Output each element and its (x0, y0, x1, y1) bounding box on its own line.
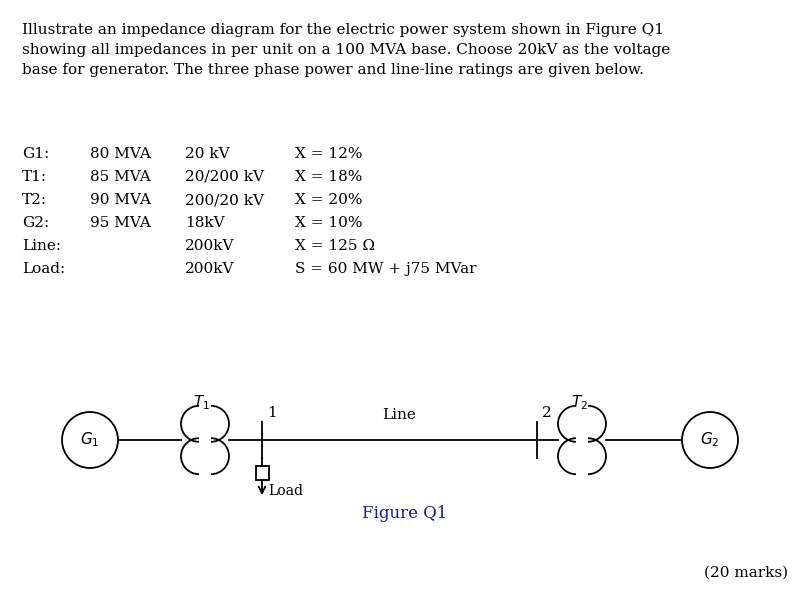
Text: X = 125 Ω: X = 125 Ω (295, 239, 375, 253)
Text: 200/20 kV: 200/20 kV (185, 193, 264, 207)
Text: S = 60 MW + j75 MVar: S = 60 MW + j75 MVar (295, 262, 477, 276)
Text: (20 marks): (20 marks) (704, 566, 788, 580)
Text: T2:: T2: (22, 193, 47, 207)
Text: $T_1$: $T_1$ (194, 393, 211, 412)
Text: 95 MVA: 95 MVA (90, 216, 151, 230)
Text: 20 kV: 20 kV (185, 147, 230, 161)
Bar (255, 466, 268, 480)
Text: $G_1$: $G_1$ (80, 431, 100, 449)
Text: $T_2$: $T_2$ (570, 393, 587, 412)
Text: Figure Q1: Figure Q1 (363, 505, 448, 521)
Text: 2: 2 (542, 406, 551, 420)
Text: Load: Load (268, 484, 303, 498)
Text: Illustrate an impedance diagram for the electric power system shown in Figure Q1: Illustrate an impedance diagram for the … (22, 23, 670, 77)
Text: Load:: Load: (22, 262, 65, 276)
Text: G2:: G2: (22, 216, 49, 230)
Text: X = 12%: X = 12% (295, 147, 363, 161)
Text: T1:: T1: (22, 170, 47, 184)
Text: Line: Line (383, 408, 416, 422)
Text: Line:: Line: (22, 239, 61, 253)
Text: G1:: G1: (22, 147, 49, 161)
Text: 18kV: 18kV (185, 216, 225, 230)
Text: X = 10%: X = 10% (295, 216, 363, 230)
Text: 85 MVA: 85 MVA (90, 170, 151, 184)
Text: 90 MVA: 90 MVA (90, 193, 151, 207)
Text: $G_2$: $G_2$ (700, 431, 719, 449)
Text: 1: 1 (267, 406, 277, 420)
Text: 200kV: 200kV (185, 239, 234, 253)
Text: 80 MVA: 80 MVA (90, 147, 151, 161)
Text: X = 20%: X = 20% (295, 193, 363, 207)
Text: X = 18%: X = 18% (295, 170, 363, 184)
Text: 200kV: 200kV (185, 262, 234, 276)
Text: 20/200 kV: 20/200 kV (185, 170, 264, 184)
